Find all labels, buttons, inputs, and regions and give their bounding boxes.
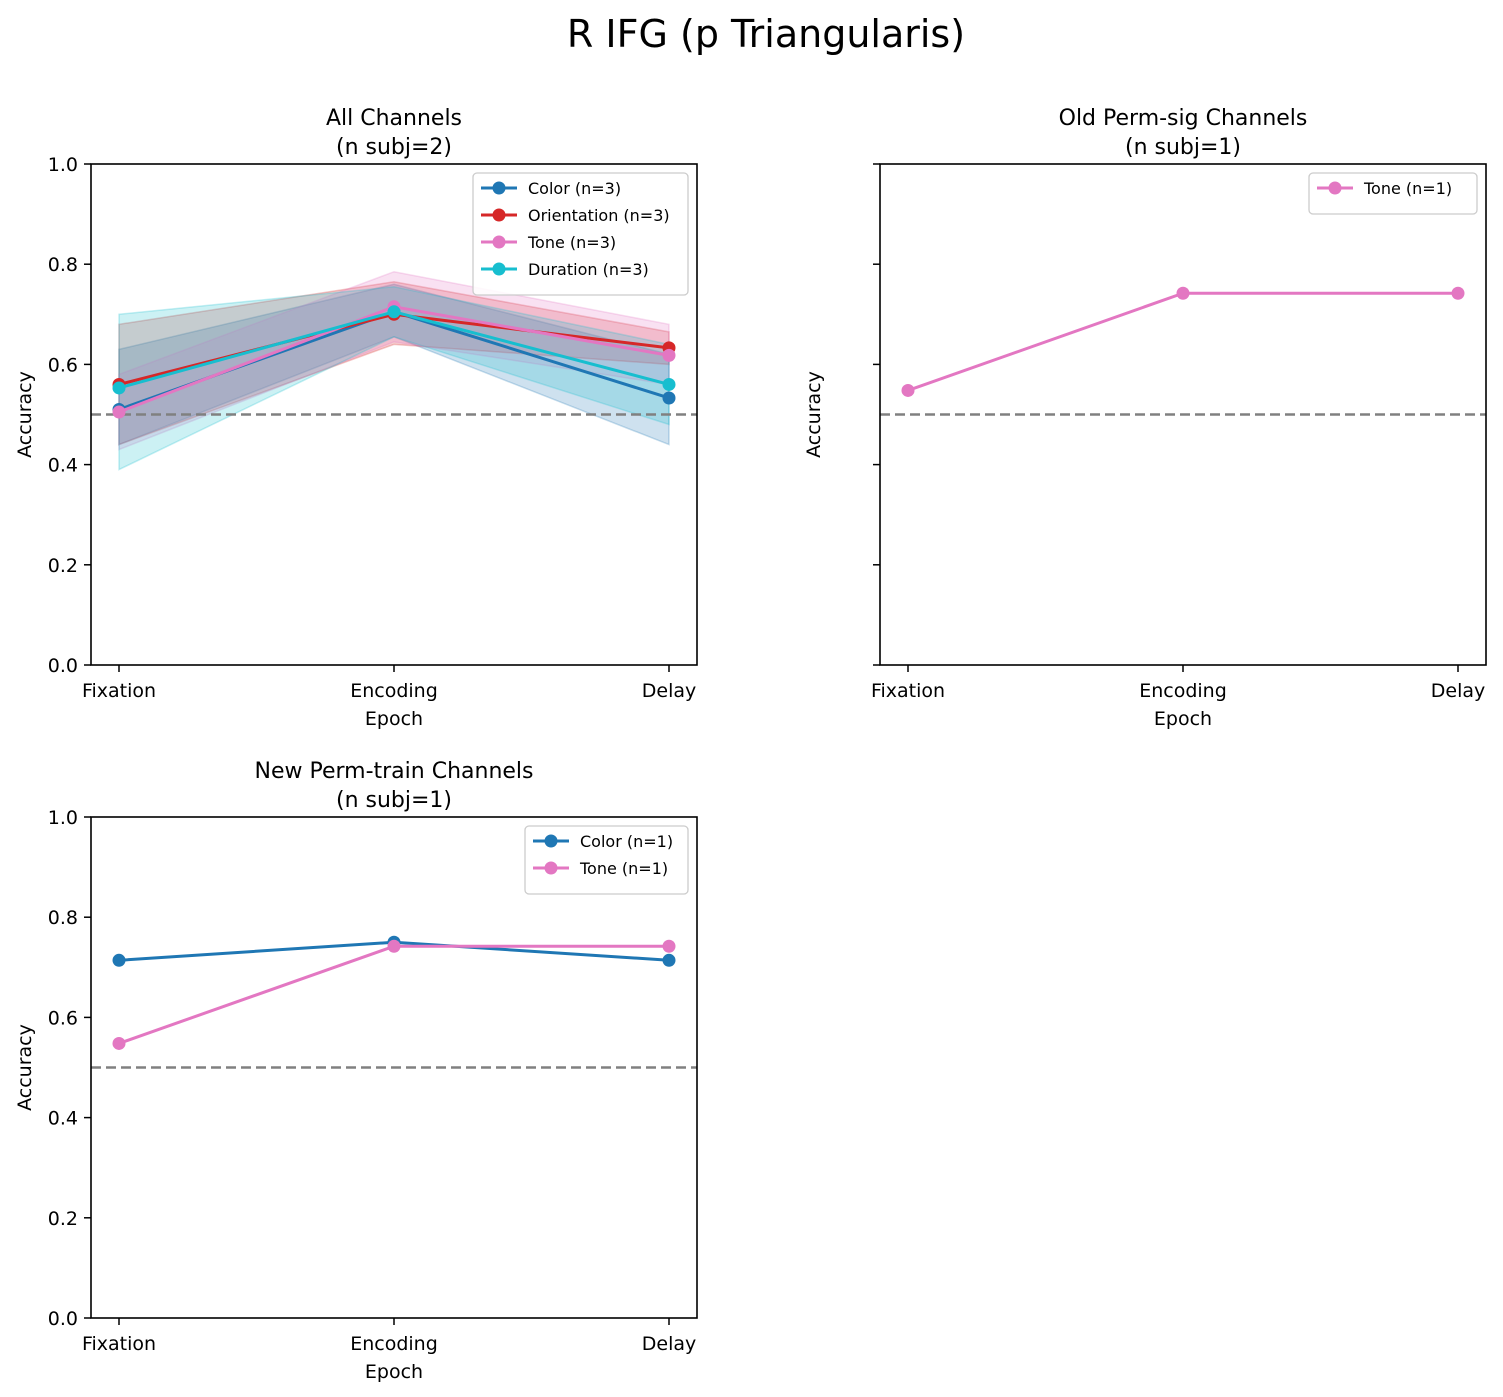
- y-tick-label: 0.0: [48, 1308, 78, 1330]
- y-tick-label: 0.6: [48, 1007, 78, 1029]
- y-tick-label: 1.0: [48, 807, 78, 829]
- legend-label: Tone (n=1): [579, 859, 668, 878]
- y-tick-label: 0.8: [48, 907, 78, 929]
- legend-label: Tone (n=1): [1363, 179, 1452, 198]
- legend-marker: [492, 208, 506, 222]
- y-tick-label: 0.4: [48, 455, 78, 477]
- data-point: [387, 939, 401, 953]
- subplot-title: (n subj=1): [1125, 135, 1241, 160]
- subplot-title: All Channels: [326, 106, 462, 131]
- legend-box: [524, 825, 689, 895]
- y-axis-label: Accuracy: [803, 371, 825, 458]
- legend-box: [1308, 172, 1478, 215]
- x-tick-label: Fixation: [871, 680, 945, 702]
- data-point: [387, 305, 401, 319]
- series-line-2: [118, 944, 669, 1045]
- data-point: [1451, 286, 1465, 300]
- x-tick-label: Encoding: [350, 1333, 438, 1355]
- subplot-1: All Channels (n subj=2) 0.0 0.2 0.4 0.6 0.8 1.0…: [14, 106, 698, 730]
- x-tick-label: Fixation: [82, 680, 156, 702]
- data-point: [112, 953, 126, 967]
- subplot-title: New Perm-train Channels: [254, 759, 533, 784]
- series-line-1: [907, 291, 1458, 392]
- subplot-3: New Perm-train Channels (n subj=1) 0.0 0.2 0…: [14, 759, 698, 1383]
- x-axis-label: Epoch: [1154, 708, 1212, 730]
- data-point: [112, 1036, 126, 1050]
- legend-label: Tone (n=3): [527, 233, 616, 252]
- data-point: [112, 381, 126, 395]
- legend: Color (n=1) Tone (n=1): [524, 825, 689, 895]
- confidence-band-2: [118, 280, 670, 446]
- legend-marker: [492, 262, 506, 276]
- y-tick-label: 0.6: [48, 354, 78, 376]
- y-tick-label: 0.0: [48, 655, 78, 677]
- y-axis-label: Accuracy: [14, 371, 36, 458]
- confidence-band-1: [118, 283, 670, 446]
- x-axis-label: Epoch: [365, 708, 423, 730]
- data-point: [662, 391, 676, 405]
- y-tick-label: 0.4: [48, 1108, 78, 1130]
- x-tick-label: Delay: [642, 680, 697, 702]
- subplot-title: Old Perm-sig Channels: [1059, 106, 1308, 131]
- x-tick-label: Delay: [1431, 680, 1486, 702]
- legend-marker: [544, 861, 558, 875]
- legend: Color (n=3) Orientation (n=3) Tone (n=3) Du…: [472, 172, 689, 296]
- x-tick-label: Fixation: [82, 1333, 156, 1355]
- legend-marker: [492, 235, 506, 249]
- data-point: [1176, 286, 1190, 300]
- subplot-title: (n subj=1): [336, 788, 452, 813]
- y-tick-label: 0.2: [48, 1208, 78, 1230]
- y-tick-label: 0.8: [48, 254, 78, 276]
- subplot-2: Old Perm-sig Channels (n subj=1) Fixation E…: [803, 106, 1487, 730]
- x-axis-label: Epoch: [365, 1361, 423, 1383]
- legend-box: [472, 172, 689, 296]
- data-point: [901, 383, 915, 397]
- legend-marker: [492, 181, 506, 195]
- data-point: [662, 939, 676, 953]
- legend-label: Color (n=1): [580, 832, 673, 851]
- x-tick-label: Encoding: [350, 680, 438, 702]
- legend-label: Orientation (n=3): [528, 206, 670, 225]
- legend-label: Duration (n=3): [528, 260, 649, 279]
- y-tick-label: 0.2: [48, 555, 78, 577]
- x-tick-label: Delay: [642, 1333, 697, 1355]
- legend-marker: [544, 834, 558, 848]
- data-point: [662, 348, 676, 362]
- data-point: [662, 377, 676, 391]
- legend-marker: [1328, 181, 1342, 195]
- data-point: [662, 953, 676, 967]
- data-point: [112, 405, 126, 419]
- y-axis-label: Accuracy: [14, 1024, 36, 1111]
- legend: Tone (n=1): [1308, 172, 1478, 215]
- legend-label: Color (n=3): [528, 179, 621, 198]
- figure-title: R IFG (p Triangularis): [567, 12, 965, 56]
- x-tick-label: Encoding: [1139, 680, 1227, 702]
- y-tick-label: 1.0: [48, 154, 78, 176]
- subplot-title: (n subj=2): [336, 135, 452, 160]
